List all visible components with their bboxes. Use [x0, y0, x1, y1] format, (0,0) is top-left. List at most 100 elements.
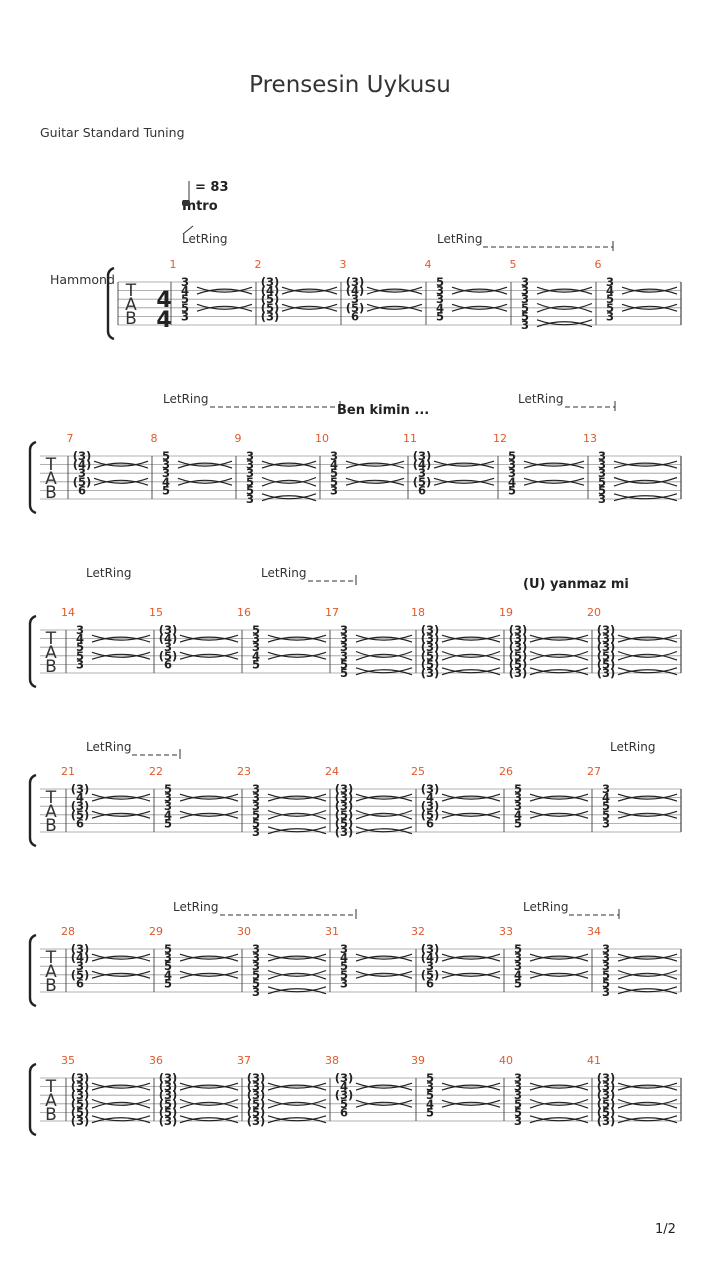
measure-number: 4 — [425, 258, 432, 271]
tab-note: 5 — [436, 275, 444, 289]
tab-letter-b: B — [45, 816, 57, 836]
tie-arc — [441, 1099, 501, 1106]
tab-note: 3 — [598, 458, 606, 472]
measure-number: 22 — [149, 765, 163, 778]
tie-arc — [441, 636, 501, 643]
tab-note: 3 — [252, 632, 260, 646]
tie-arc — [529, 812, 589, 819]
tab-note: 3 — [602, 816, 610, 830]
tab-note: (3) — [335, 791, 354, 805]
tab-letter-b: B — [45, 483, 57, 503]
tab-note: (3) — [509, 632, 528, 646]
tab-note: 5 — [340, 1097, 348, 1111]
tie-arc — [536, 302, 593, 310]
tie-arc — [529, 650, 589, 658]
let-ring-label: LetRing — [182, 232, 227, 246]
tab-note: (3) — [421, 782, 440, 796]
let-ring-label: LetRing — [173, 900, 218, 914]
tie-arc — [91, 1117, 151, 1124]
tab-note: 3 — [508, 458, 516, 472]
tie-arc — [179, 1082, 239, 1089]
tie-arc — [267, 793, 327, 800]
tab-note: 3 — [514, 1088, 522, 1102]
tie-arc — [451, 305, 508, 312]
tab-note: 3 — [508, 466, 516, 480]
tab-note: (4) — [71, 951, 90, 965]
tie-arc — [355, 669, 413, 676]
tab-note: (3) — [413, 449, 432, 463]
tie-arc — [179, 955, 239, 962]
tab-note: (3) — [73, 449, 92, 463]
tab-note: (3) — [421, 942, 440, 956]
system-bracket — [106, 266, 115, 341]
tab-letter-a: A — [45, 962, 57, 982]
tab-note: (3) — [71, 1080, 90, 1094]
page-number: 1/2 — [655, 1222, 676, 1237]
tab-note: 3 — [252, 825, 260, 839]
tie-arc — [433, 479, 495, 486]
tab-note: 5 — [330, 475, 338, 489]
tie-arc — [91, 634, 151, 641]
tab-note: (3) — [421, 623, 440, 637]
tie-arc — [523, 462, 585, 469]
tab-note: (5) — [413, 475, 432, 489]
tab-note: 5 — [252, 816, 260, 830]
tab-note: 3 — [514, 959, 522, 973]
tie-arc — [441, 812, 501, 819]
measure-number: 27 — [587, 765, 601, 778]
tie-arc — [529, 955, 589, 962]
tab-note: (5) — [159, 649, 178, 663]
tab-note: 3 — [521, 292, 529, 306]
measure-number: 41 — [587, 1054, 601, 1067]
tie-arc — [617, 669, 678, 676]
tab-note: 5 — [164, 976, 172, 990]
tab-note: 5 — [514, 976, 522, 990]
tab-note: 3 — [598, 449, 606, 463]
tie-arc — [267, 1082, 327, 1089]
tie-arc — [366, 305, 423, 312]
tab-note: 5 — [252, 968, 260, 982]
tie-arc — [441, 634, 501, 641]
tie-arc — [179, 636, 239, 643]
tab-note: 5 — [340, 657, 348, 671]
tab-note: 5 — [164, 942, 172, 956]
tie-arc — [441, 795, 501, 802]
tab-note: 3 — [340, 942, 348, 956]
song-title: Prensesin Uykusu — [249, 72, 451, 98]
tab-note: (5) — [597, 1097, 616, 1111]
tie-arc — [355, 667, 413, 674]
system-bracket — [28, 933, 37, 1008]
let-ring-label: LetRing — [86, 740, 131, 754]
tie-arc — [267, 986, 327, 993]
tab-note: 3 — [181, 309, 189, 323]
tab-letter-t: T — [45, 455, 57, 475]
tab-note: 3 — [252, 942, 260, 956]
tab-note: 5 — [508, 449, 516, 463]
tab-note: 4 — [340, 951, 348, 965]
tie-arc — [267, 653, 327, 660]
tab-note: 5 — [252, 976, 260, 990]
tab-note: 5 — [162, 483, 170, 497]
measure-number: 17 — [325, 606, 339, 619]
tab-note: 3 — [340, 623, 348, 637]
tie-arc — [617, 810, 678, 817]
tab-note: 4 — [514, 968, 522, 982]
measure-number: 31 — [325, 925, 339, 938]
tab-note: (3) — [335, 799, 354, 813]
measure-number: 8 — [151, 432, 158, 445]
tie-arc — [451, 286, 508, 293]
lyric-text: (U) yanmaz mi — [523, 577, 629, 592]
tab-note: 3 — [426, 1080, 434, 1094]
tab-note: 6 — [340, 1105, 348, 1119]
tie-arc — [523, 460, 585, 467]
tab-note: (3) — [597, 640, 616, 654]
let-ring-label: LetRing — [261, 566, 306, 580]
tab-note: 3 — [521, 318, 529, 332]
tab-letter-b: B — [45, 657, 57, 677]
tab-note: (3) — [509, 623, 528, 637]
tab-note: (3) — [247, 1114, 266, 1128]
tie-arc — [523, 477, 585, 484]
tie-arc — [91, 795, 151, 802]
tab-note: 5 — [602, 808, 610, 822]
